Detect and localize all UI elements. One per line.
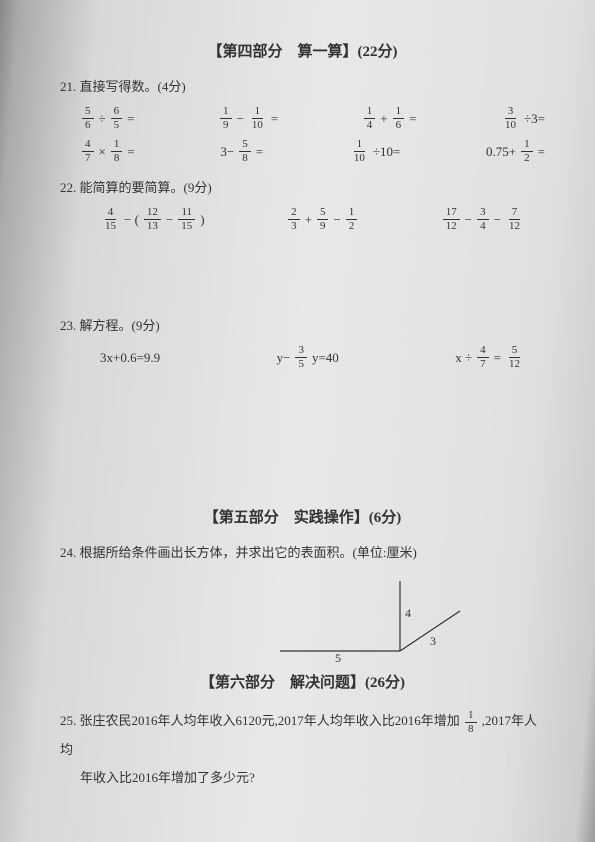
q21-r1-e1: 56 ÷ 65 = bbox=[80, 105, 134, 132]
q23-row: 3x+0.6=9.9 y− 35 y=40 x ÷ 47 = 512 bbox=[100, 344, 525, 371]
q25-text: 25. 张庄农民2016年人均年收入6120元,2017年人均年收入比2016年… bbox=[60, 707, 545, 793]
section4-title: 【第四部分 算一算】(22分) bbox=[60, 40, 545, 61]
q21-row1: 56 ÷ 65 = 19 − 110 = 14 + 16 = 310 ÷3= bbox=[80, 105, 545, 132]
q21-r1-e3: 14 + 16 = bbox=[362, 105, 417, 132]
q22-e1: 415 − ( 1213 − 1115 ) bbox=[100, 206, 205, 233]
dim-h: 4 bbox=[405, 606, 411, 621]
q21-r2-e1: 47 × 18 = bbox=[80, 138, 135, 165]
section5-title: 【第五部分 实践操作】(6分) bbox=[60, 506, 545, 527]
q23-e1: 3x+0.6=9.9 bbox=[100, 344, 160, 371]
q24-text: 24. 根据所给条件画出长方体，并求出它的表面积。(单位:厘米) bbox=[60, 542, 545, 561]
q23-e2: y− 35 y=40 bbox=[277, 344, 339, 371]
q23-e3: x ÷ 47 = 512 bbox=[455, 344, 525, 371]
q21-head: 21. 直接写得数。(4分) bbox=[60, 76, 545, 95]
cuboid-diagram: 5 4 3 bbox=[260, 571, 480, 661]
dim-d: 3 bbox=[430, 634, 436, 649]
q21-r2-e4: 0.75+ 12 = bbox=[486, 138, 545, 165]
q21-r1-e4: 310 ÷3= bbox=[500, 105, 545, 132]
q21-r1-e2: 19 − 110 = bbox=[218, 105, 278, 132]
q22-row: 415 − ( 1213 − 1115 ) 23 + 59 − 12 1712 … bbox=[100, 206, 525, 233]
section6-title: 【第六部分 解决问题】(26分) bbox=[60, 671, 545, 692]
q22-e2: 23 + 59 − 12 bbox=[286, 206, 359, 233]
q21-r2-e3: 110 ÷10= bbox=[349, 138, 400, 165]
q23-head: 23. 解方程。(9分) bbox=[60, 315, 545, 334]
q22-e3: 1712 − 34 − 712 bbox=[441, 206, 525, 233]
q21-row2: 47 × 18 = 3− 58 = 110 ÷10= 0.75+ 12 = bbox=[80, 138, 545, 165]
dim-w: 5 bbox=[335, 651, 341, 666]
q22-head: 22. 能简算的要简算。(9分) bbox=[60, 177, 545, 196]
q21-r2-e2: 3− 58 = bbox=[220, 138, 263, 165]
